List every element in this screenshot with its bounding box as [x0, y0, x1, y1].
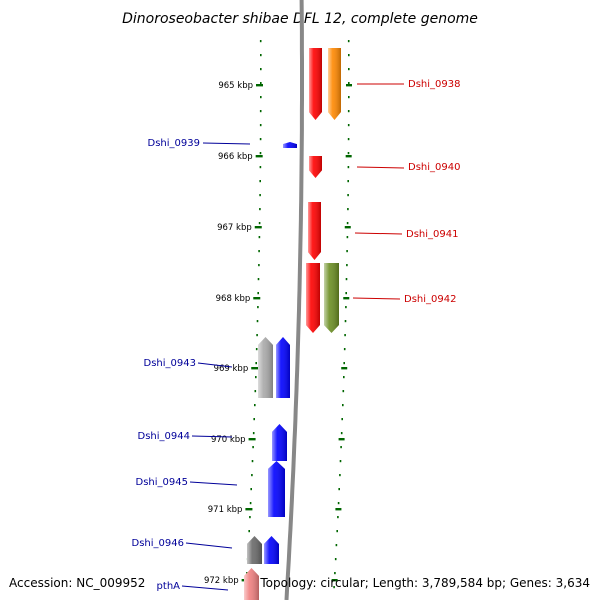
- gene-label-dshi-0943[interactable]: Dshi_0943: [144, 358, 196, 369]
- label-leader-line: [354, 232, 403, 235]
- inner-tick-track: [245, 40, 262, 589]
- dshi-0939-gene-arrow[interactable]: [283, 142, 297, 148]
- gene-labels: Dshi_0938 Dshi_0939 Dshi_0940 Dshi_0941 Dshi…: [132, 79, 461, 592]
- dshi-0941-gene-arrow[interactable]: [308, 202, 321, 260]
- tick-label: 972 kbp: [204, 576, 239, 586]
- label-leader-line: [181, 585, 229, 591]
- genome-backbone: [284, 0, 304, 600]
- dshi-0944-gene-arrow[interactable]: [272, 424, 287, 461]
- tick-label: 966 kbp: [218, 152, 253, 162]
- gene-label-dshi-0945[interactable]: Dshi_0945: [136, 477, 188, 488]
- outer-tick-track: [333, 40, 350, 589]
- tick-label: 969 kbp: [214, 364, 249, 374]
- gene-label-dshi-0942[interactable]: Dshi_0942: [404, 294, 456, 305]
- label-leader-line: [189, 481, 238, 486]
- dshi-0940-gene-arrow[interactable]: [309, 156, 322, 178]
- unlabeled-8-gene-arrow[interactable]: [258, 337, 273, 398]
- dshi-0942-gene-arrow[interactable]: [306, 263, 320, 333]
- gene-label-dshi-0940[interactable]: Dshi_0940: [408, 162, 460, 173]
- label-leader-line: [202, 142, 251, 145]
- gene-label-ptha[interactable]: pthA: [157, 581, 181, 592]
- tick-label: 965 kbp: [218, 81, 253, 91]
- kbp-ticks: 965 kbp 966 kbp 967 kbp 968 kbp 969 kbp 970 k…: [204, 81, 352, 586]
- dshi-0938-gene-arrow[interactable]: [309, 48, 322, 120]
- label-leader-line: [356, 166, 405, 169]
- accession-text: Accession: NC_009952: [9, 576, 146, 590]
- dshi-0943-gene-arrow[interactable]: [276, 337, 290, 398]
- tick-label: 967 kbp: [217, 223, 252, 233]
- gene-label-dshi-0946[interactable]: Dshi_0946: [132, 538, 184, 549]
- label-leader-line: [352, 297, 401, 300]
- dshi-0945-gene-arrow[interactable]: [268, 461, 285, 517]
- tick-label: 968 kbp: [216, 294, 251, 304]
- unlabeled-1-gene-arrow[interactable]: [328, 48, 341, 120]
- label-leader-line: [191, 435, 233, 438]
- tick-label: 970 kbp: [211, 435, 246, 445]
- gene-label-dshi-0944[interactable]: Dshi_0944: [138, 431, 190, 442]
- dshi-0946-gene-arrow[interactable]: [264, 536, 279, 564]
- unlabeled-12-gene-arrow[interactable]: [247, 536, 262, 564]
- topology-text: Topology: circular; Length: 3,789,584 bp…: [260, 576, 590, 590]
- unlabeled-6-gene-arrow[interactable]: [324, 263, 339, 333]
- label-leader-line: [197, 362, 233, 368]
- gene-label-dshi-0939[interactable]: Dshi_0939: [148, 138, 200, 149]
- gene-label-dshi-0941[interactable]: Dshi_0941: [406, 229, 458, 240]
- gene-label-dshi-0938[interactable]: Dshi_0938: [408, 79, 460, 90]
- tick-label: 971 kbp: [208, 505, 243, 515]
- label-leader-line: [185, 542, 233, 549]
